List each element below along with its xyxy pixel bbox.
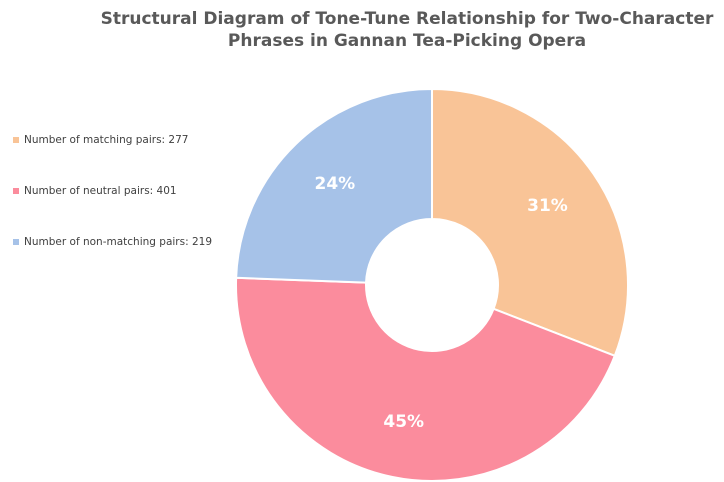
slice-label-non-matching: 24% (314, 174, 355, 194)
chart-title-line-2: Phrases in Gannan Tea-Picking Opera (227, 31, 587, 51)
legend-label-neutral: Number of neutral pairs: 401 (24, 185, 177, 197)
donut-slice-matching (431, 87, 629, 358)
legend-swatch-matching (13, 137, 19, 143)
legend-item-neutral: Number of neutral pairs: 401 (13, 185, 223, 198)
chart-title-line-1: Structural Diagram of Tone-Tune Relation… (100, 9, 714, 29)
legend-label-non-matching: Number of non-matching pairs: 219 (24, 236, 213, 248)
legend-item-matching: Number of matching pairs: 277 (13, 134, 223, 147)
legend-label-matching: Number of matching pairs: 277 (24, 134, 189, 146)
slice-label-matching: 31% (527, 196, 568, 216)
donut-slice-neutral (235, 276, 617, 482)
legend-swatch-neutral (13, 188, 19, 194)
chart-title: Structural Diagram of Tone-Tune Relation… (90, 8, 724, 52)
legend-item-non-matching: Number of non-matching pairs: 219 (13, 236, 223, 249)
slice-label-neutral: 45% (383, 412, 424, 432)
legend-swatch-non-matching (13, 239, 19, 245)
donut-slice-non-matching (235, 87, 433, 284)
